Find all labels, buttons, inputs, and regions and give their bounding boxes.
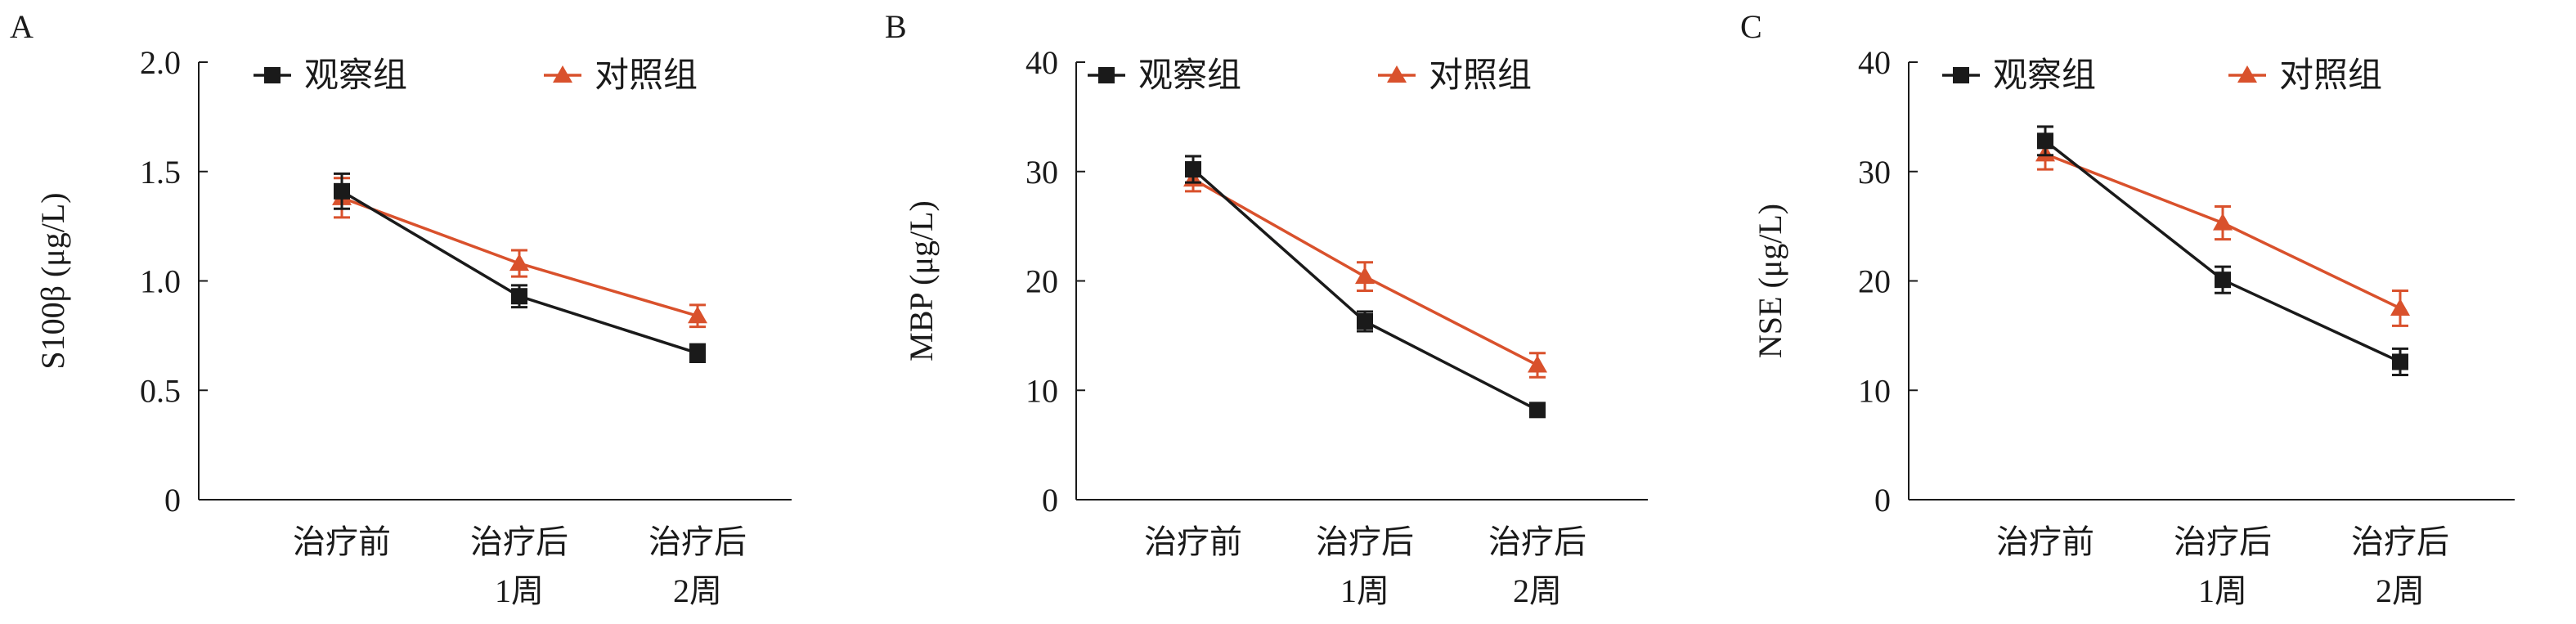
data-point xyxy=(1357,312,1373,330)
series-observation xyxy=(2037,125,2408,377)
y-tick-label: 0 xyxy=(164,482,181,519)
y-tick-label: 1.0 xyxy=(140,263,181,300)
data-point xyxy=(1185,161,1201,178)
y-tick-label: 1.5 xyxy=(140,154,181,191)
panel-label: B xyxy=(885,8,907,45)
data-point xyxy=(2215,272,2231,289)
x-tick-label: 治疗后 xyxy=(2174,523,2272,560)
y-tick-label: 30 xyxy=(1858,154,1891,191)
data-point xyxy=(509,254,529,272)
series-control xyxy=(1183,165,1547,379)
x-tick-label: 治疗后 xyxy=(470,523,568,560)
x-tick-label: 1周 xyxy=(1340,572,1389,609)
chart-panel-a: A 0 0.5 1.0 1.5 2.0 S100β (μg/L) 治疗前 治疗后 1周 治疗后 2周 观… xyxy=(10,8,792,609)
legend-marker xyxy=(2237,65,2257,83)
legend-label: 观察组 xyxy=(1138,57,1241,95)
legend-label: 观察组 xyxy=(304,57,407,95)
data-point xyxy=(2392,353,2408,370)
y-tick-label: 20 xyxy=(1025,263,1058,300)
x-tick-label: 1周 xyxy=(2198,572,2247,609)
data-point xyxy=(2390,298,2410,316)
y-tick-label: 40 xyxy=(1858,44,1891,81)
x-tick-label: 治疗前 xyxy=(293,523,391,560)
y-tick-label: 30 xyxy=(1025,154,1058,191)
x-tick-label: 1周 xyxy=(495,572,544,609)
legend: 观察组 对照组 xyxy=(254,57,698,95)
legend-label: 对照组 xyxy=(2279,57,2382,95)
y-tick-label: 0 xyxy=(1042,482,1058,519)
legend: 观察组 对照组 xyxy=(1088,57,1532,95)
data-point xyxy=(511,288,527,305)
y-tick-label: 10 xyxy=(1025,372,1058,409)
x-tick-label: 治疗后 xyxy=(2351,523,2449,560)
series-observation xyxy=(1185,155,1546,419)
chart-panel-b: B 0 10 20 30 40 MBP (μg/L) 治疗前 治疗后 1周 治疗后 2周 观察组 对照组 xyxy=(885,8,1648,609)
x-tick-label: 治疗前 xyxy=(1996,523,2094,560)
y-tick-label: 0.5 xyxy=(140,372,181,409)
legend-label: 对照组 xyxy=(595,57,698,95)
legend-marker xyxy=(1387,65,1407,83)
y-tick-label: 40 xyxy=(1025,44,1058,81)
x-tick-label: 治疗前 xyxy=(1144,523,1242,560)
data-point xyxy=(2213,213,2233,231)
y-axis-label: NSE (μg/L) xyxy=(1752,204,1788,358)
data-point xyxy=(1355,267,1375,285)
data-point xyxy=(334,182,350,200)
data-point xyxy=(689,344,706,361)
chart-panel-c: C 0 10 20 30 40 NSE (μg/L) 治疗前 治疗后 1周 治疗后 2周 观察组 对照组 xyxy=(1740,8,2515,609)
x-tick-label: 2周 xyxy=(2376,572,2425,609)
y-tick-label: 2.0 xyxy=(140,44,181,81)
y-axis-label: S100β (μg/L) xyxy=(34,192,71,369)
y-tick-label: 0 xyxy=(1874,482,1891,519)
legend-marker xyxy=(1953,67,1969,83)
x-tick-label: 2周 xyxy=(1513,572,1562,609)
legend-label: 对照组 xyxy=(1429,57,1532,95)
legend-label: 观察组 xyxy=(1993,57,2096,95)
data-point xyxy=(1529,402,1546,419)
x-tick-label: 2周 xyxy=(673,572,722,609)
y-tick-label: 10 xyxy=(1858,372,1891,409)
data-point xyxy=(2037,132,2053,150)
series-control xyxy=(2035,137,2410,327)
legend: 观察组 对照组 xyxy=(1942,57,2382,95)
y-axis-label: MBP (μg/L) xyxy=(903,200,940,361)
x-tick-label: 治疗后 xyxy=(1488,523,1586,560)
series-observation xyxy=(334,172,706,363)
panel-label: A xyxy=(10,8,34,45)
data-point xyxy=(688,306,707,324)
y-tick-label: 20 xyxy=(1858,263,1891,300)
legend-marker xyxy=(264,67,280,83)
legend-marker xyxy=(553,65,572,83)
x-tick-label: 治疗后 xyxy=(1316,523,1414,560)
legend-marker xyxy=(1098,67,1115,83)
data-point xyxy=(1528,355,1547,373)
panel-label: C xyxy=(1740,8,1762,45)
x-tick-label: 治疗后 xyxy=(648,523,747,560)
